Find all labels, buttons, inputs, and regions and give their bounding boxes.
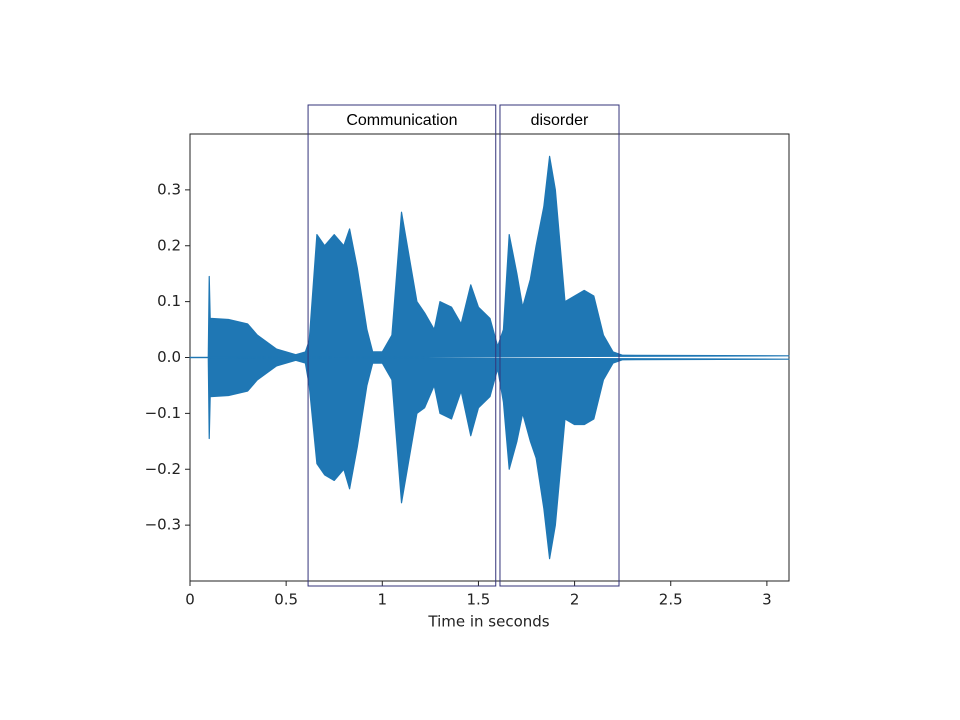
x-axis-label: Time in seconds — [427, 613, 549, 631]
y-tick-label: −0.2 — [145, 460, 181, 478]
x-tick-label: 0.5 — [274, 591, 298, 609]
x-tick-label: 2 — [570, 591, 580, 609]
y-tick-label: −0.3 — [145, 516, 181, 534]
y-tick-label: −0.1 — [145, 404, 181, 422]
y-tick-label: 0.0 — [157, 348, 181, 366]
x-tick-label: 1.5 — [467, 591, 491, 609]
x-tick-label: 2.5 — [659, 591, 683, 609]
x-tick-label: 0 — [185, 591, 195, 609]
word-box — [499, 104, 620, 587]
x-tick-label: 1 — [378, 591, 388, 609]
waveform-envelope — [189, 356, 790, 560]
y-tick-label: 0.1 — [157, 292, 181, 310]
y-tick-label: 0.2 — [157, 236, 181, 254]
word-label: Communication — [346, 112, 457, 129]
word-box — [307, 104, 497, 587]
waveform-envelope — [189, 155, 790, 359]
word-label: disorder — [531, 112, 589, 129]
x-tick-label: 3 — [762, 591, 772, 609]
y-tick-label: 0.3 — [157, 180, 181, 198]
